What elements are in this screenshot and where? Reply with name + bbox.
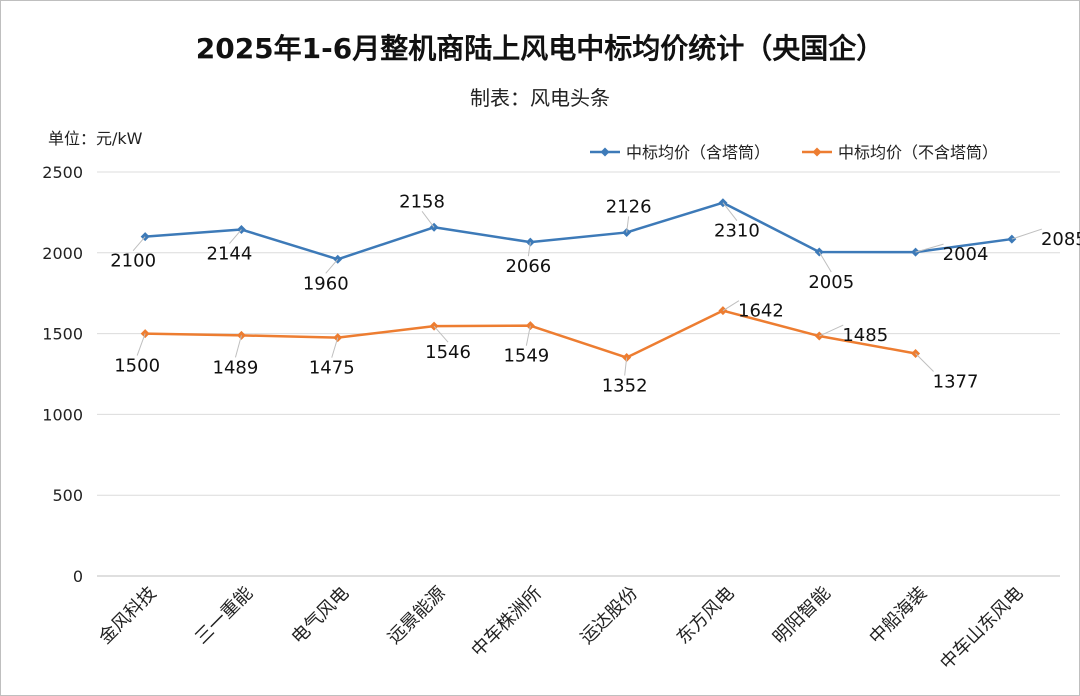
label-leader bbox=[722, 300, 740, 312]
label-leader bbox=[136, 333, 146, 356]
label-leader bbox=[626, 216, 630, 233]
legend-marker bbox=[812, 147, 822, 157]
data-labels: 2100 2144 1960 2158 2066 2126 2310 2005 2004 2085… bbox=[110, 191, 1080, 396]
data-label: 2144 bbox=[207, 244, 253, 265]
label-leader bbox=[234, 335, 242, 358]
data-label: 2004 bbox=[943, 244, 989, 265]
data-label: 1377 bbox=[933, 371, 979, 392]
label-leader bbox=[818, 251, 832, 273]
label-leader bbox=[915, 243, 944, 253]
label-leader bbox=[132, 236, 146, 251]
label-leader bbox=[819, 324, 844, 337]
data-label: 2126 bbox=[606, 196, 652, 217]
y-tick-label: 1500 bbox=[42, 325, 83, 344]
data-label: 1642 bbox=[738, 301, 784, 322]
data-label: 1500 bbox=[114, 356, 160, 377]
x-tick-label: 中船海装 bbox=[865, 583, 931, 649]
y-tick-label: 0 bbox=[73, 567, 83, 586]
data-label: 1489 bbox=[213, 357, 259, 378]
label-leader bbox=[722, 202, 738, 222]
label-leader bbox=[433, 325, 449, 343]
label-leader bbox=[525, 325, 531, 346]
legend-label: 中标均价（含塔筒） bbox=[626, 143, 770, 162]
x-tick-label: 金风科技 bbox=[95, 583, 161, 649]
data-label: 2005 bbox=[808, 272, 854, 293]
unit-label: 单位：元/kW bbox=[48, 129, 143, 148]
x-tick-label: 明阳智能 bbox=[769, 583, 835, 649]
data-label: 1960 bbox=[303, 273, 349, 294]
data-label: 2310 bbox=[714, 221, 760, 242]
label-leader bbox=[331, 337, 339, 358]
data-label: 1485 bbox=[842, 325, 888, 346]
x-tick-label: 电气风电 bbox=[288, 583, 354, 649]
x-tick-label: 中车山东风电 bbox=[936, 583, 1027, 674]
data-label: 1549 bbox=[503, 346, 549, 367]
x-tick-label: 远景能源 bbox=[384, 583, 450, 649]
series-line-0 bbox=[145, 201, 1013, 261]
label-leader bbox=[421, 210, 435, 228]
legend-label: 中标均价（不含塔筒） bbox=[838, 143, 998, 162]
data-label: 2066 bbox=[505, 256, 551, 277]
data-label: 1546 bbox=[425, 342, 471, 363]
x-tick-label: 三一重能 bbox=[191, 583, 257, 649]
x-tick-label: 运达股份 bbox=[576, 583, 642, 649]
label-leader bbox=[915, 353, 934, 372]
label-leader bbox=[325, 258, 339, 274]
label-leader bbox=[527, 242, 531, 257]
y-tick-label: 2000 bbox=[42, 244, 83, 263]
legend-marker bbox=[600, 147, 610, 157]
data-label: 1475 bbox=[309, 358, 355, 379]
data-label: 2158 bbox=[399, 191, 445, 212]
x-tick-label: 东方风电 bbox=[673, 583, 739, 649]
y-tick-label: 2500 bbox=[42, 163, 83, 182]
label-leader bbox=[1011, 228, 1043, 240]
y-tick-label: 1000 bbox=[42, 405, 83, 424]
label-leader bbox=[624, 357, 628, 376]
x-tick-label: 中车株洲所 bbox=[467, 583, 545, 661]
data-label: 1352 bbox=[602, 376, 648, 397]
y-tick-label: 500 bbox=[52, 486, 83, 505]
label-leader bbox=[229, 229, 242, 244]
chart-title: 2025年1-6月整机商陆上风电中标均价统计（央国企） bbox=[196, 32, 885, 65]
data-label: 2100 bbox=[110, 251, 156, 272]
chart-subtitle: 制表：风电头条 bbox=[470, 86, 610, 110]
data-label: 2085 bbox=[1041, 229, 1080, 250]
legend: 中标均价（含塔筒） 中标均价（不含塔筒） bbox=[590, 143, 998, 162]
